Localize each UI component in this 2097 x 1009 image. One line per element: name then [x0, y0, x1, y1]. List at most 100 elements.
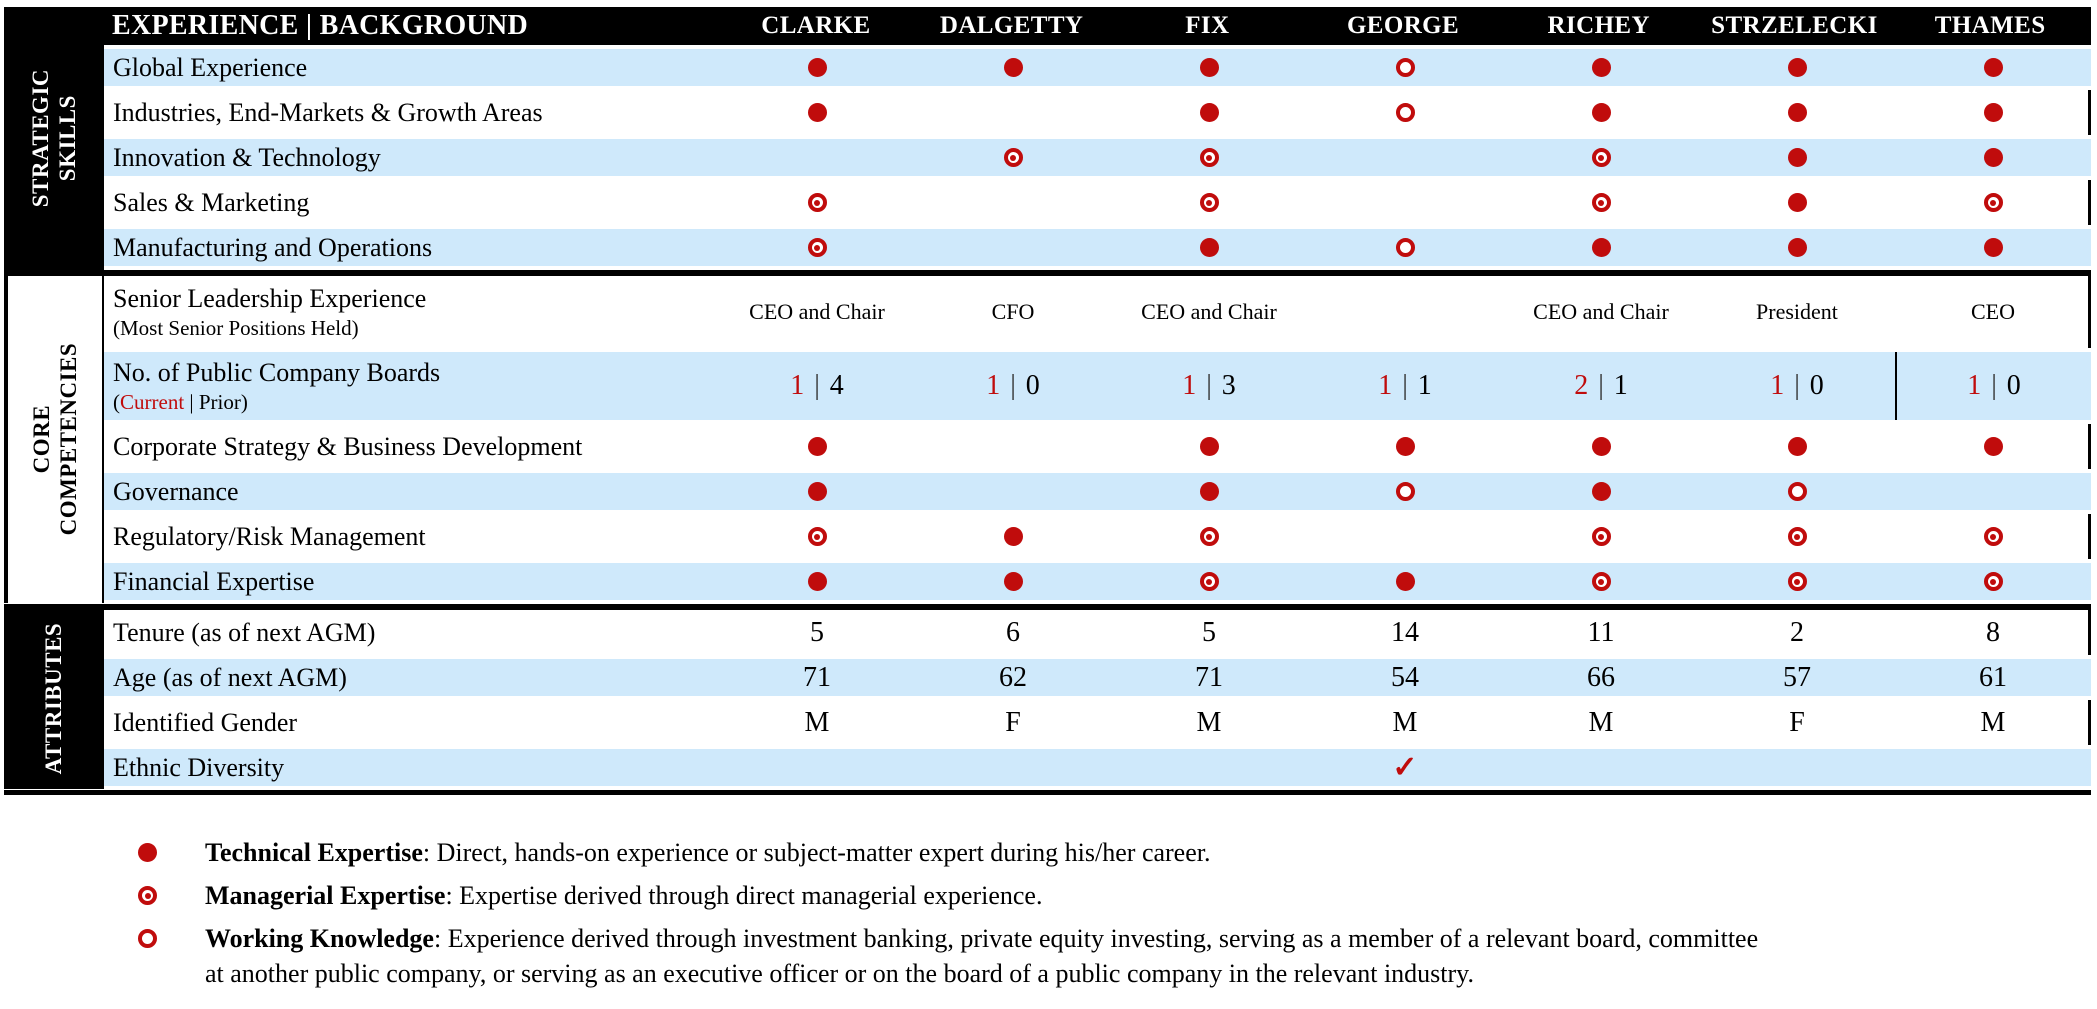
cell-public-company-boards-fix: 1 | 3 — [1111, 352, 1307, 420]
legend-text: Managerial Expertise: Expertise derived … — [205, 878, 1042, 913]
cell-corporate-strategy-business-development-clarke — [719, 424, 915, 469]
boards-current: 1 — [1770, 370, 1785, 401]
cell-global-experience-george — [1307, 49, 1503, 86]
working-knowledge-icon — [138, 929, 157, 948]
managerial-expertise-icon — [1591, 148, 1611, 167]
cell-regulatory-risk-management-dalgetty — [915, 514, 1111, 559]
row-label-age: Age (as of next AGM) — [104, 663, 719, 692]
row-label-global-experience: Global Experience — [104, 53, 719, 82]
cell-innovation-technology-george — [1307, 139, 1503, 176]
row-financial-expertise: Financial Expertise — [104, 559, 2091, 604]
row-label-text: Financial Expertise — [113, 566, 315, 596]
managerial-expertise-icon — [1591, 572, 1611, 591]
cell-age-thames: 61 — [1979, 661, 2007, 693]
technical-expertise-icon — [1787, 148, 1807, 167]
row-label-text: Governance — [113, 476, 239, 506]
cell-public-company-boards-dalgetty: 1 | 0 — [915, 352, 1111, 420]
working-knowledge-icon — [1395, 103, 1415, 122]
working-knowledge-icon — [1395, 58, 1415, 77]
cell-innovation-technology-dalgetty — [915, 139, 1111, 176]
row-senior-leadership-experience: Senior Leadership Experience (Most Senior… — [104, 276, 2091, 348]
cell-governance-dalgetty — [915, 473, 1111, 510]
cell-age-richey: 66 — [1587, 661, 1615, 693]
technical-expertise-icon — [1199, 482, 1219, 501]
table-bottom-border — [4, 790, 2091, 795]
cell-senior-leadership-experience-dalgetty: CFO — [991, 299, 1035, 324]
boards-prior: 1 — [1417, 370, 1432, 401]
skills-experience-table: EXPERIENCE | BACKGROUND CLARKE DALGETTY … — [4, 7, 2091, 795]
row-sublabel: (Current | Prior) — [113, 389, 248, 414]
cell-identified-gender-strzelecki: F — [1789, 706, 1805, 738]
cell-innovation-technology-fix — [1111, 139, 1307, 176]
technical-expertise-icon — [1983, 103, 2003, 122]
legend-description: : Experience derived through investment … — [433, 924, 1759, 953]
cell-tenure-richey: 11 — [1587, 616, 1615, 648]
boards-current: 1 — [790, 370, 805, 401]
cell-public-company-boards-thames: 1 | 0 — [1895, 352, 2091, 420]
technical-expertise-icon — [1787, 193, 1807, 212]
row-label-text: Industries, End-Markets & Growth Areas — [113, 97, 543, 127]
sidebar-label-line: STRATEGIC — [27, 69, 53, 208]
cell-manufacturing-and-operations-clarke — [719, 229, 915, 266]
boards-prior: 0 — [1809, 370, 1824, 401]
legend-description: : Direct, hands-on experience or subject… — [422, 838, 1211, 867]
cell-financial-expertise-george — [1307, 563, 1503, 600]
technical-expertise-icon — [1787, 58, 1807, 77]
header-col-strzelecki: STRZELECKI — [1711, 12, 1878, 39]
cell-identified-gender-clarke: M — [804, 706, 830, 738]
row-label-text: Tenure (as of next AGM) — [113, 617, 376, 647]
legend: Technical Expertise: Direct, hands-on ex… — [112, 835, 1758, 999]
cell-age-dalgetty: 62 — [999, 661, 1027, 693]
cell-identified-gender-george: M — [1392, 706, 1418, 738]
boards-separator: | — [1794, 370, 1800, 401]
row-sales-marketing: Sales & Marketing — [104, 180, 2091, 225]
technical-expertise-icon — [807, 437, 827, 456]
cell-regulatory-risk-management-fix — [1111, 514, 1307, 559]
row-label-corporate-strategy-business-development: Corporate Strategy & Business Developmen… — [104, 432, 719, 461]
cell-regulatory-risk-management-thames — [1895, 514, 2091, 559]
row-tenure: Tenure (as of next AGM) 5 6 5 14 11 2 8 — [104, 610, 2091, 655]
technical-expertise-icon — [1591, 482, 1611, 501]
cell-senior-leadership-experience-thames: CEO — [1971, 299, 2015, 324]
cell-corporate-strategy-business-development-thames — [1895, 424, 2091, 469]
boards-prior: 1 — [1613, 370, 1628, 401]
row-label-text: Regulatory/Risk Management — [113, 521, 426, 551]
row-identified-gender: Identified Gender M F M M M F M — [104, 700, 2091, 745]
cell-identified-gender-dalgetty: F — [1005, 706, 1021, 738]
cell-financial-expertise-fix — [1111, 563, 1307, 600]
legend-symbol-column — [112, 878, 205, 913]
sidebar-label-line: COMPETENCIES — [56, 343, 81, 536]
boards-current: 1 — [1378, 370, 1393, 401]
boards-current: 1 — [986, 370, 1001, 401]
cell-financial-expertise-thames — [1895, 563, 2091, 600]
technical-expertise-icon — [1983, 148, 2003, 167]
managerial-expertise-icon — [1199, 527, 1219, 546]
legend-item-managerial-expertise: Managerial Expertise: Expertise derived … — [112, 878, 1758, 913]
cell-corporate-strategy-business-development-dalgetty — [915, 424, 1111, 469]
row-label-text: Sales & Marketing — [113, 187, 310, 217]
row-age: Age (as of next AGM) 71 62 71 54 66 57 61 — [104, 655, 2091, 700]
working-knowledge-icon — [1395, 482, 1415, 501]
technical-expertise-icon — [1591, 103, 1611, 122]
boards-prior: 4 — [829, 370, 844, 401]
cell-global-experience-strzelecki — [1699, 49, 1895, 86]
cell-manufacturing-and-operations-fix — [1111, 229, 1307, 266]
cell-industries-end-markets-growth-areas-george — [1307, 90, 1503, 135]
cell-public-company-boards-strzelecki: 1 | 0 — [1699, 352, 1895, 420]
legend-text: Working Knowledge: Experience derived th… — [205, 921, 1758, 991]
row-sublabel: (Most Senior Positions Held) — [113, 315, 359, 340]
cell-public-company-boards-richey: 2 | 1 — [1503, 352, 1699, 420]
managerial-expertise-icon — [807, 527, 827, 546]
row-label-industries-end-markets-growth-areas: Industries, End-Markets & Growth Areas — [104, 98, 719, 127]
sidebar-strategic-skills-label: STRATEGIC SKILLS — [27, 69, 81, 207]
row-label-text: Ethnic Diversity — [113, 752, 285, 782]
cell-financial-expertise-clarke — [719, 563, 915, 600]
header-col-thames: THAMES — [1934, 12, 2046, 39]
cell-global-experience-fix — [1111, 49, 1307, 86]
table-body: Global Experience Industries, End-Markets… — [4, 45, 2091, 795]
technical-expertise-icon — [1199, 437, 1219, 456]
cell-sales-marketing-richey — [1503, 180, 1699, 225]
cell-sales-marketing-fix — [1111, 180, 1307, 225]
row-global-experience: Global Experience — [104, 45, 2091, 90]
row-label-text: No. of Public Company Boards — [113, 357, 441, 387]
